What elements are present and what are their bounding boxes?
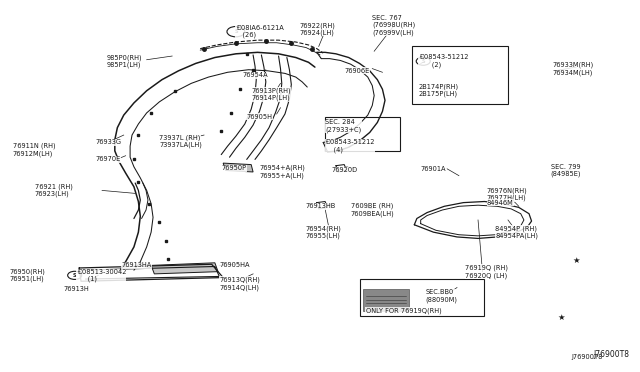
Text: S: S: [234, 29, 237, 34]
Text: 76922(RH)
76924(LH): 76922(RH) 76924(LH): [300, 22, 335, 36]
Text: 76970E: 76970E: [96, 156, 121, 163]
Text: SEC. 767
(76998U(RH)
(76999V(LH): SEC. 767 (76998U(RH) (76999V(LH): [372, 15, 415, 36]
Text: 76906E: 76906E: [344, 68, 369, 74]
Text: 2B174P(RH): 2B174P(RH): [419, 84, 459, 90]
Text: 985P0(RH)
985P1(LH): 985P0(RH) 985P1(LH): [106, 54, 142, 68]
Bar: [325, 116, 399, 151]
Bar: [360, 279, 484, 316]
Text: 76950P: 76950P: [221, 165, 246, 171]
Text: 7609BE (RH)
7609BEA(LH): 7609BE (RH) 7609BEA(LH): [351, 203, 394, 217]
Text: 76921 (RH)
76923(LH): 76921 (RH) 76923(LH): [35, 183, 72, 198]
Text: 73937L (RH): 73937L (RH): [159, 135, 201, 141]
Text: 76954+A(RH)
76955+A(LH): 76954+A(RH) 76955+A(LH): [259, 165, 305, 179]
Text: Ð08543-51212
      (2): Ð08543-51212 (2): [419, 54, 468, 68]
Text: 76913Q(RH)
76914Q(LH): 76913Q(RH) 76914Q(LH): [220, 277, 260, 291]
Text: SEC. 284
(27933+C): SEC. 284 (27933+C): [325, 119, 362, 133]
Text: ★: ★: [557, 312, 564, 321]
Text: 73937LA(LH): 73937LA(LH): [159, 141, 202, 148]
Text: 76905H: 76905H: [246, 113, 273, 119]
Text: 84946M: 84946M: [487, 200, 514, 206]
Text: 76950(RH): 76950(RH): [9, 269, 45, 275]
Text: Ð08543-51212
    (4): Ð08543-51212 (4): [325, 140, 374, 153]
Text: ★: ★: [572, 256, 580, 265]
Polygon shape: [151, 263, 218, 274]
Text: 76913H: 76913H: [64, 286, 90, 292]
Text: SEC. 799
(84985E): SEC. 799 (84985E): [550, 164, 581, 177]
Text: 76913HA: 76913HA: [121, 262, 152, 268]
Text: 2B175P(LH): 2B175P(LH): [419, 90, 458, 97]
Text: ONLY FOR 76919Q(RH): ONLY FOR 76919Q(RH): [366, 308, 442, 314]
Text: 76933M(RH)
76934M(LH): 76933M(RH) 76934M(LH): [552, 62, 594, 76]
Text: 76954A: 76954A: [243, 72, 268, 78]
Text: 84954P (RH)
84954PA(LH): 84954P (RH) 84954PA(LH): [495, 225, 538, 239]
Text: 76954(RH)
76955(LH): 76954(RH) 76955(LH): [306, 225, 342, 239]
Text: SEC.BB0
(88090M): SEC.BB0 (88090M): [425, 289, 457, 303]
Polygon shape: [223, 163, 253, 172]
Text: 76911N (RH)
76912M(LH): 76911N (RH) 76912M(LH): [13, 143, 56, 157]
Text: 76901A: 76901A: [420, 166, 446, 172]
Text: J76900T8: J76900T8: [572, 353, 603, 360]
Text: S: S: [422, 59, 425, 64]
Text: J76900T8: J76900T8: [593, 350, 629, 359]
Text: Ð08513-30042
     (1): Ð08513-30042 (1): [77, 269, 126, 282]
Text: 76913P(RH)
76914P(LH): 76913P(RH) 76914P(LH): [251, 87, 291, 102]
Text: 76933G: 76933G: [96, 140, 122, 145]
Text: 76976N(RH)
76977H(LH): 76976N(RH) 76977H(LH): [487, 187, 528, 201]
Text: Ð08IA6-6121A
   (26): Ð08IA6-6121A (26): [236, 25, 284, 38]
Bar: [364, 289, 409, 311]
Bar: [412, 46, 508, 104]
Text: 76905HA: 76905HA: [220, 262, 250, 268]
Text: S: S: [73, 273, 76, 278]
Text: 76919Q (RH)
76920Q (LH): 76919Q (RH) 76920Q (LH): [465, 264, 508, 279]
Text: 76951(LH): 76951(LH): [9, 275, 44, 282]
Text: 76913HB: 76913HB: [306, 203, 336, 209]
Text: 76920D: 76920D: [332, 167, 358, 173]
